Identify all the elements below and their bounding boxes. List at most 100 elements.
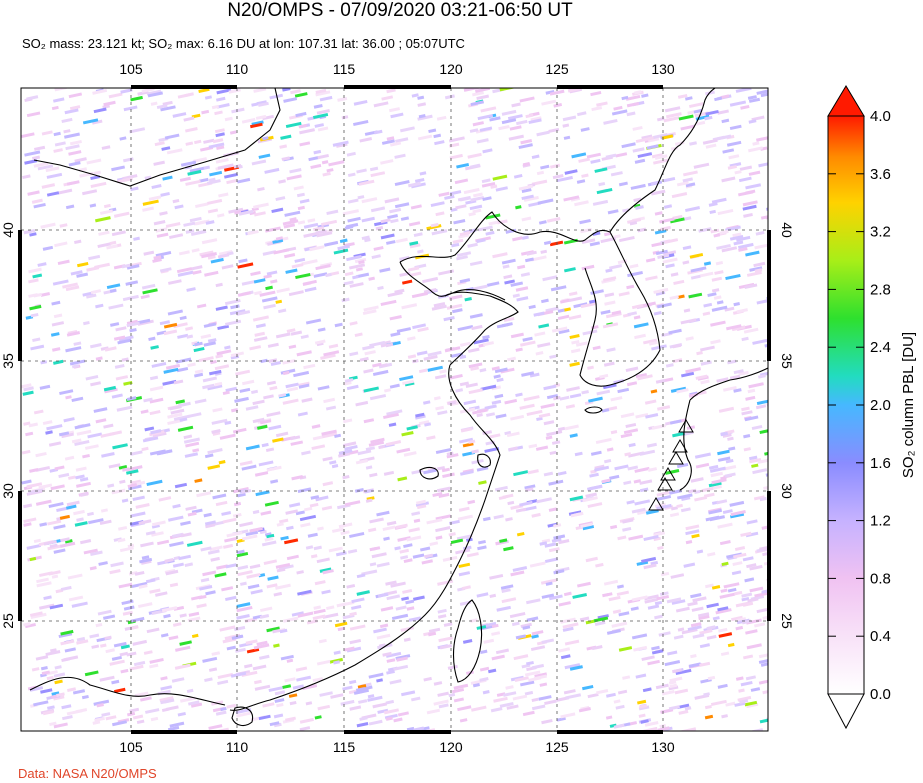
so2-pixel: [172, 112, 187, 118]
so2-pixel: [369, 517, 384, 524]
so2-pixel: [140, 541, 154, 548]
so2-pixel: [477, 539, 486, 545]
so2-pixel: [334, 433, 342, 439]
so2-pixel: [739, 699, 749, 704]
so2-pixel: [211, 429, 221, 434]
so2-pixel: [525, 660, 534, 666]
lon-tick: 130: [651, 61, 675, 77]
so2-pixel: [317, 526, 324, 531]
so2-pixel: [192, 269, 202, 275]
so2-pixel: [463, 399, 477, 406]
lon-tick: 110: [226, 61, 249, 77]
so2-pixel: [603, 231, 611, 237]
so2-pixel: [514, 676, 529, 683]
so2-pixel: [402, 279, 413, 285]
lon-tick: 120: [439, 61, 463, 77]
so2-pixel: [511, 621, 520, 627]
lat-tick: 30: [0, 483, 16, 499]
so2-pixel: [460, 470, 474, 476]
so2-pixel: [747, 146, 763, 153]
so2-pixel: [305, 318, 322, 325]
so2-pixel: [656, 490, 672, 497]
so2-pixel: [499, 538, 508, 543]
so2-pixel: [224, 345, 231, 350]
so2-pixel: [236, 711, 253, 718]
frame-bar: [767, 230, 771, 361]
so2-pixel: [356, 168, 367, 174]
so2-pixel: [496, 377, 504, 383]
so2-pixel: [407, 266, 420, 272]
so2-pixel: [468, 388, 483, 395]
so2-pixel: [317, 327, 326, 332]
so2-pixel: [244, 663, 253, 669]
so2-pixel: [300, 334, 309, 340]
so2-pixel: [539, 541, 548, 546]
so2-pixel: [367, 694, 375, 699]
so2-pixel: [356, 590, 370, 596]
so2-pixel: [217, 213, 225, 218]
so2-pixel: [495, 413, 507, 419]
so2-pixel: [173, 379, 184, 385]
so2-pixel: [219, 433, 236, 440]
so2-pixel: [54, 665, 62, 670]
so2-pixel: [720, 94, 730, 100]
so2-pixel: [349, 624, 366, 631]
so2-pixel: [346, 151, 356, 157]
so2-pixel: [269, 385, 278, 391]
so2-pixel: [263, 274, 272, 279]
so2-pixel: [558, 647, 571, 653]
so2-pixel: [207, 549, 220, 555]
so2-pixel: [759, 545, 768, 551]
so2-pixel: [512, 566, 528, 572]
so2-pixel: [344, 500, 361, 507]
so2-pixel: [312, 435, 323, 441]
so2-pixel: [96, 703, 104, 708]
so2-pixel: [621, 95, 629, 101]
so2-pixel: [288, 693, 298, 698]
so2-pixel: [309, 502, 319, 508]
so2-pixel: [286, 386, 299, 392]
so2-pixel: [240, 581, 247, 586]
so2-pixel: [290, 435, 301, 441]
so2-pixel: [573, 302, 588, 309]
so2-pixel: [163, 613, 171, 619]
so2-pixel: [296, 675, 312, 682]
so2-pixel: [105, 648, 115, 654]
so2-pixel: [297, 589, 312, 596]
so2-pixel: [417, 249, 424, 254]
so2-pixel: [651, 153, 663, 159]
so2-pixel: [43, 595, 52, 601]
so2-pixel: [235, 707, 252, 715]
so2-pixel: [603, 118, 618, 125]
so2-pixel: [254, 679, 262, 685]
so2-pixel: [562, 626, 574, 632]
so2-pixel: [114, 687, 126, 694]
so2-pixel: [40, 666, 48, 671]
colorbar-tick-label: 1.2: [870, 513, 891, 530]
so2-pixel: [503, 691, 517, 697]
so2-pixel: [524, 690, 534, 696]
so2-pixel: [523, 195, 539, 202]
so2-pixel: [654, 229, 667, 235]
so2-pixel: [677, 294, 685, 299]
so2-pixel: [253, 278, 266, 284]
colorbar-tick-label: 0.8: [870, 570, 891, 587]
so2-pixel: [448, 532, 456, 537]
so2-pixel: [236, 310, 251, 316]
so2-pixel: [549, 354, 557, 359]
so2-pixel: [442, 472, 455, 479]
so2-pixel: [596, 389, 611, 396]
so2-pixel: [413, 595, 425, 601]
so2-pixel: [689, 252, 704, 259]
so2-pixel: [204, 520, 216, 526]
so2-pixel: [469, 260, 483, 267]
so2-pixel: [516, 532, 525, 537]
so2-pixel: [207, 198, 223, 205]
so2-pixel: [482, 430, 493, 436]
so2-pixel: [494, 393, 504, 399]
so2-pixel: [653, 311, 662, 316]
so2-pixel: [501, 597, 517, 604]
so2-pixel: [759, 717, 768, 724]
so2-pixel: [676, 503, 683, 509]
so2-pixel: [390, 331, 401, 337]
